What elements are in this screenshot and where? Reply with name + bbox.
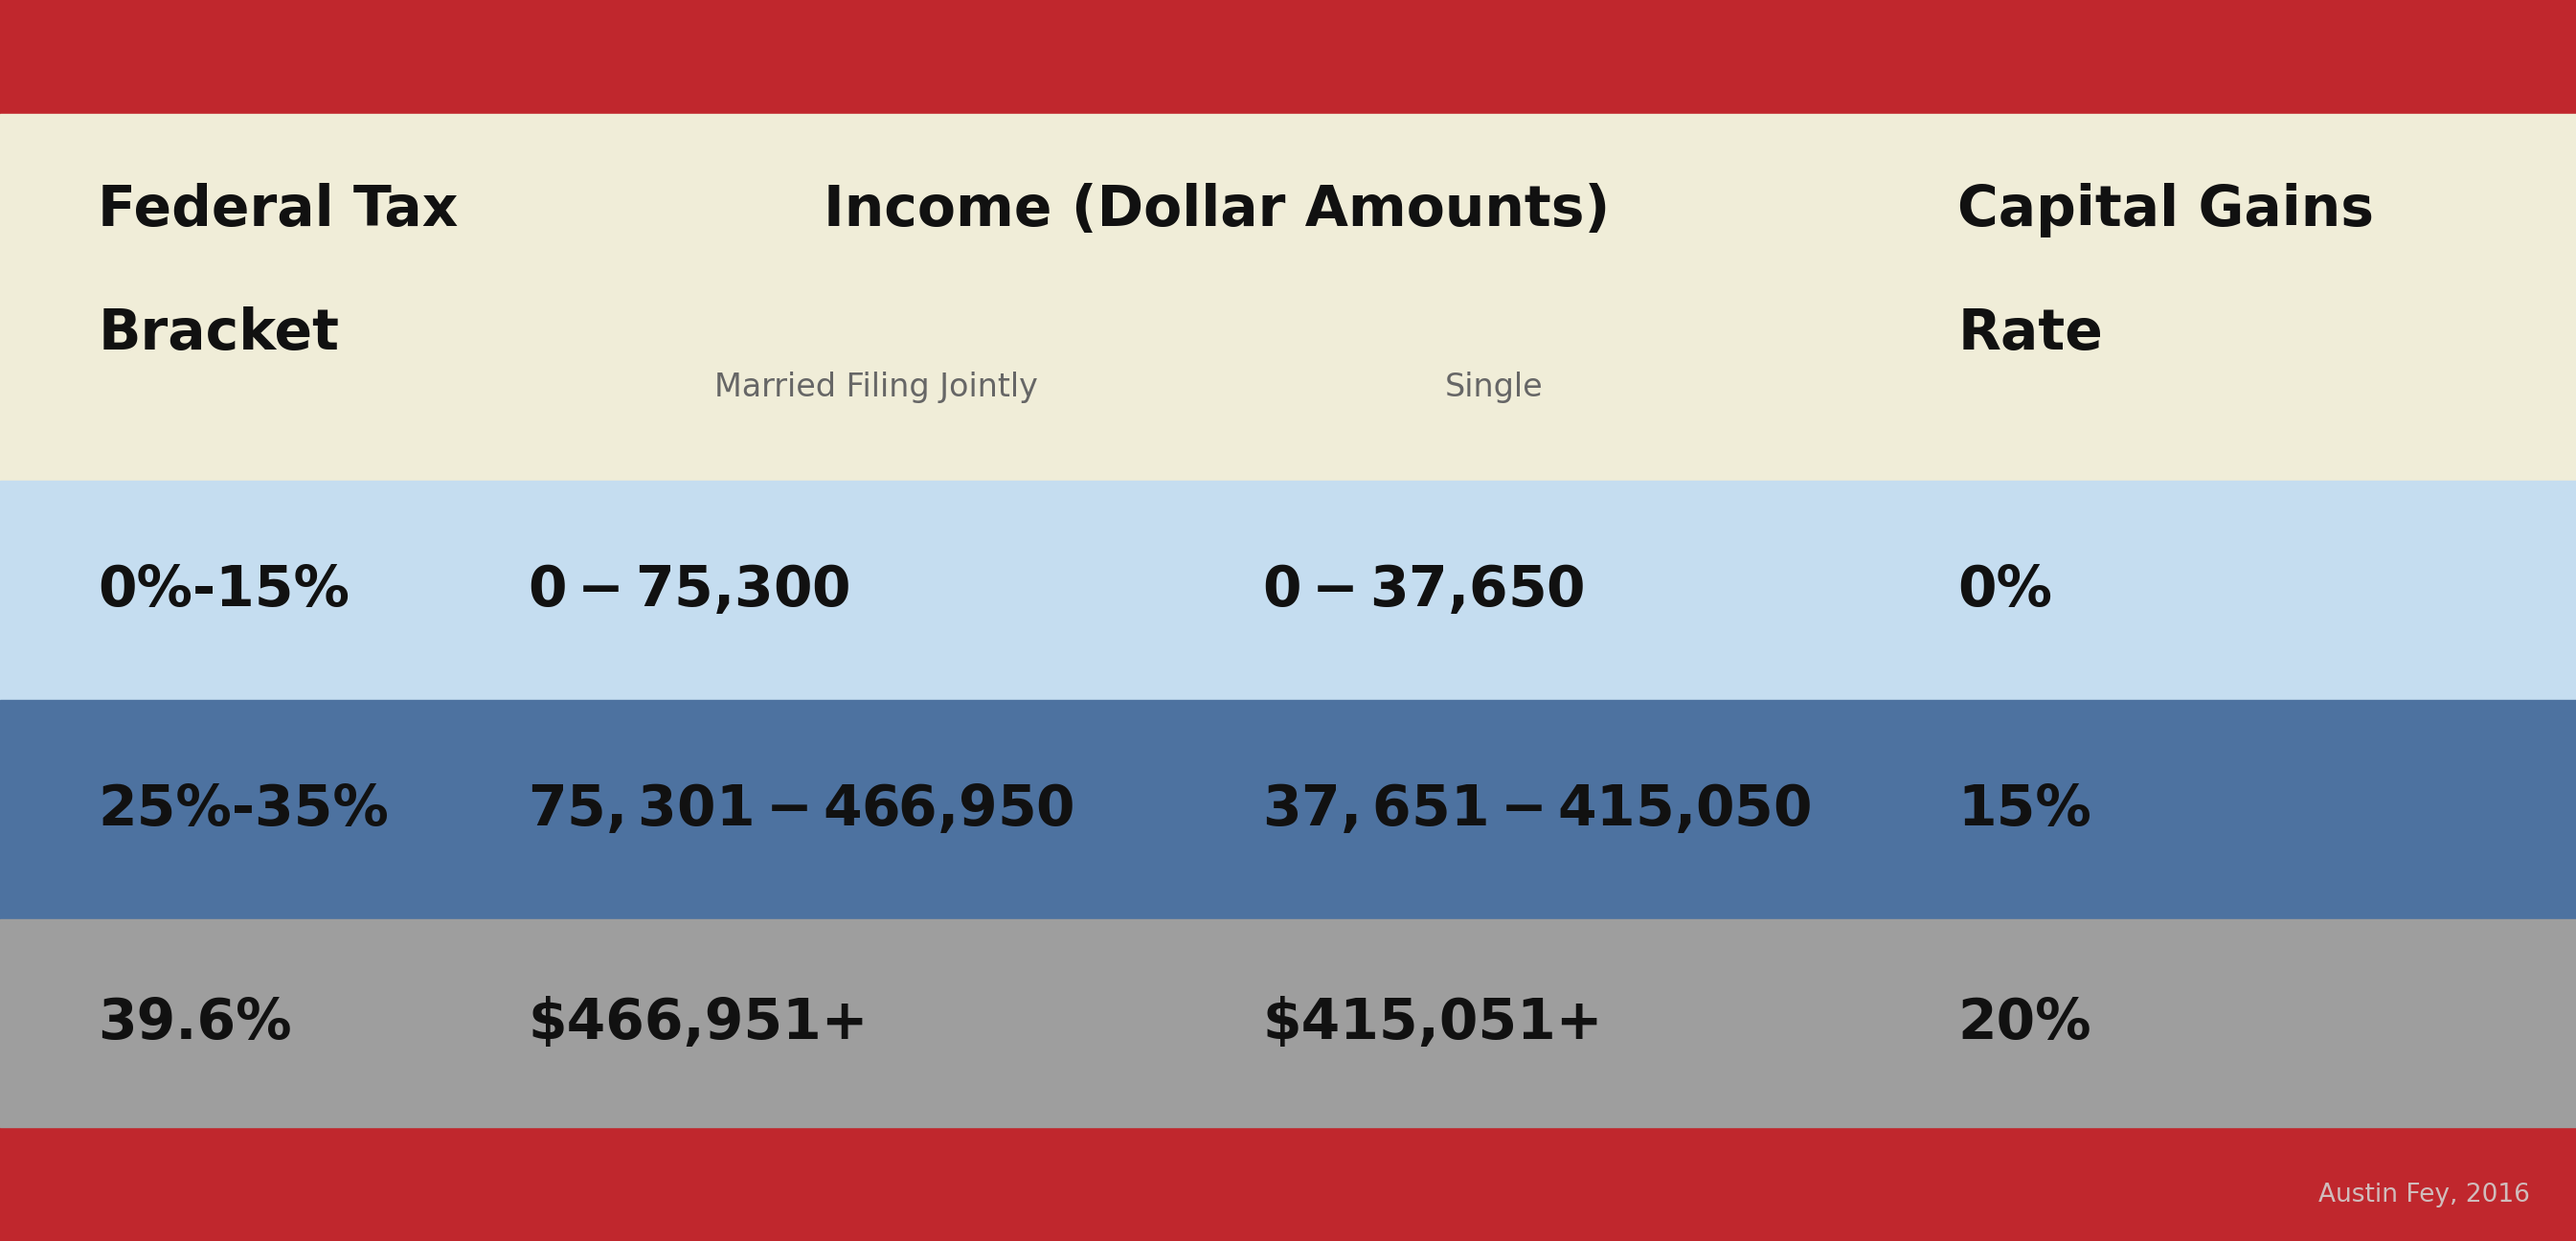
Text: Single: Single bbox=[1445, 371, 1543, 403]
Text: $466,951+: $466,951+ bbox=[528, 997, 868, 1050]
Text: 39.6%: 39.6% bbox=[98, 997, 291, 1050]
Text: Bracket: Bracket bbox=[98, 307, 340, 361]
Text: 20%: 20% bbox=[1958, 997, 2092, 1050]
Text: Austin Fey, 2016: Austin Fey, 2016 bbox=[2318, 1183, 2530, 1207]
Text: Federal Tax: Federal Tax bbox=[98, 182, 459, 237]
Text: 15%: 15% bbox=[1958, 783, 2092, 836]
Bar bbox=[0, 920, 2576, 1127]
Text: $75,301-$466,950: $75,301-$466,950 bbox=[528, 783, 1074, 836]
Text: Rate: Rate bbox=[1958, 307, 2102, 361]
Text: $415,051+: $415,051+ bbox=[1262, 997, 1602, 1050]
Text: $0-$75,300: $0-$75,300 bbox=[528, 563, 850, 617]
Text: 25%-35%: 25%-35% bbox=[98, 783, 389, 836]
Bar bbox=[0, 480, 2576, 700]
Text: Married Filing Jointly: Married Filing Jointly bbox=[714, 371, 1038, 403]
Text: 0%-15%: 0%-15% bbox=[98, 563, 350, 617]
Bar bbox=[0, 114, 2576, 480]
Text: 0%: 0% bbox=[1958, 563, 2053, 617]
Text: Income (Dollar Amounts): Income (Dollar Amounts) bbox=[824, 182, 1610, 237]
Bar bbox=[0, 700, 2576, 920]
Text: Capital Gains: Capital Gains bbox=[1958, 182, 2375, 237]
Text: $37,651-$415,050: $37,651-$415,050 bbox=[1262, 783, 1811, 836]
Text: $0-$37,650: $0-$37,650 bbox=[1262, 563, 1584, 617]
